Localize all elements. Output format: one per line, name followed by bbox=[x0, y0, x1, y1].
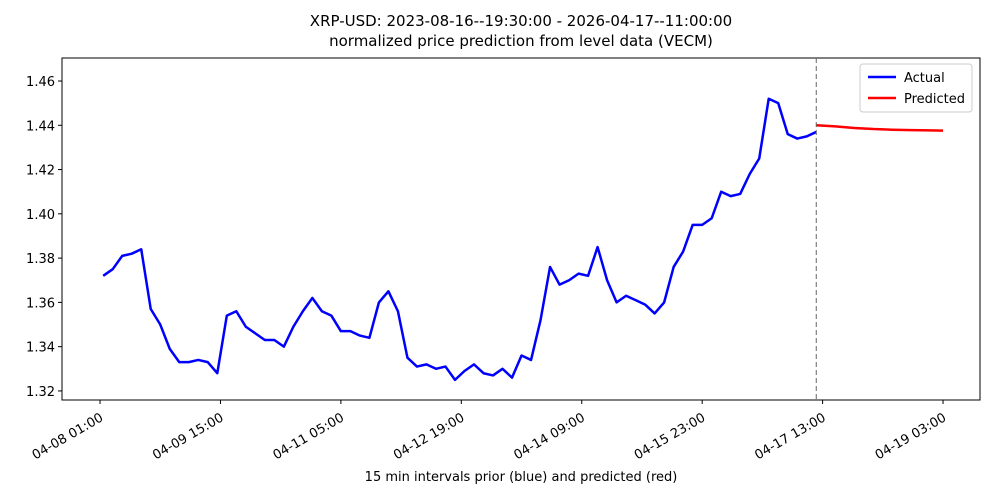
line-series bbox=[102, 97, 817, 382]
y-tick-label: 1.42 bbox=[26, 164, 55, 179]
y-tick-label: 1.46 bbox=[26, 75, 55, 90]
y-tick-label: 1.38 bbox=[26, 252, 55, 267]
y-tick-label: 1.34 bbox=[26, 341, 55, 356]
y-tick-label: 1.44 bbox=[26, 119, 55, 134]
x-tick-label: 04-19 03:00 bbox=[873, 410, 949, 463]
y-tick-label: 1.40 bbox=[26, 208, 55, 223]
x-tick-label: 04-11 05:00 bbox=[271, 410, 347, 463]
x-tick-label: 04-14 09:00 bbox=[512, 410, 588, 463]
y-tick-label: 1.36 bbox=[26, 296, 55, 311]
x-tick-label: 04-17 13:00 bbox=[752, 410, 828, 463]
legend-label: Predicted bbox=[904, 92, 965, 107]
y-tick-label: 1.32 bbox=[26, 385, 55, 400]
line-series bbox=[816, 124, 944, 132]
legend-label: Actual bbox=[904, 71, 945, 86]
chart-subtitle: normalized price prediction from level d… bbox=[329, 32, 713, 50]
x-tick-label: 04-15 23:00 bbox=[632, 410, 708, 463]
chart-title: XRP-USD: 2023-08-16--19:30:00 - 2026-04-… bbox=[310, 12, 732, 30]
plot-frame bbox=[61, 57, 981, 401]
x-tick-label: 04-12 19:00 bbox=[391, 410, 467, 463]
x-tick-label: 04-09 15:00 bbox=[150, 410, 226, 463]
x-tick-label: 04-08 01:00 bbox=[30, 410, 106, 463]
x-axis-label: 15 min intervals prior (blue) and predic… bbox=[365, 470, 678, 485]
